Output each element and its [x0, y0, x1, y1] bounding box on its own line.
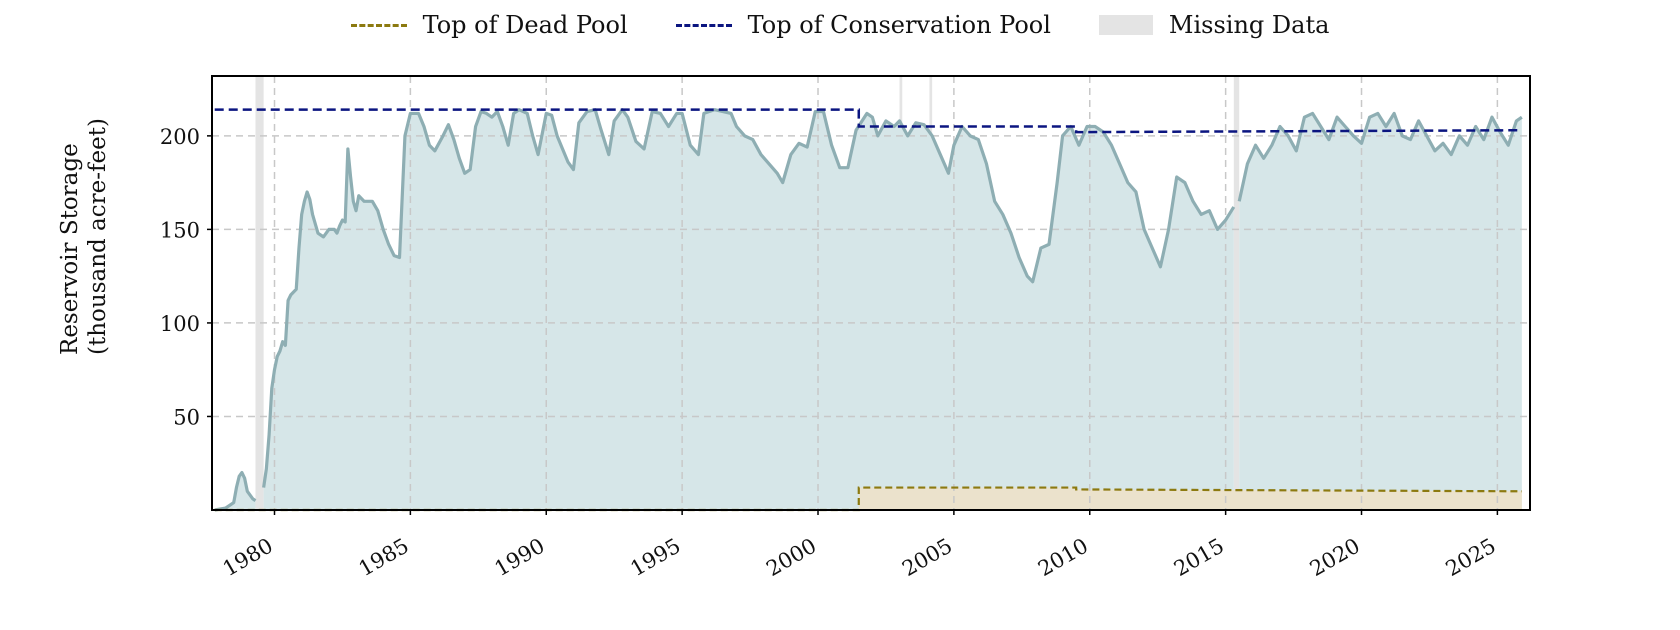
x-tick-label: 2015	[1170, 534, 1228, 582]
y-tick-label: 200	[160, 125, 200, 149]
y-tick-label: 50	[173, 405, 200, 429]
x-tick-label: 2000	[762, 534, 820, 582]
legend-label-missing-data: Missing Data	[1168, 11, 1330, 39]
legend-swatch-conservation-pool	[675, 23, 732, 27]
x-tick-label: 1980	[219, 534, 277, 582]
legend-item-missing-data: Missing Data	[1098, 11, 1330, 39]
x-tick-label: 2010	[1034, 534, 1092, 582]
y-tick-label: 150	[160, 218, 200, 242]
legend-swatch-missing-data	[1098, 15, 1153, 35]
x-tick-label: 2020	[1306, 534, 1364, 582]
y-tick-label: 100	[160, 312, 200, 336]
conservation-pool-line	[214, 108, 1522, 134]
storage-area-fill	[1239, 113, 1522, 511]
storage-area-fill	[263, 109, 1234, 510]
legend: Top of Dead Pool Top of Conservation Poo…	[0, 8, 1680, 42]
dead-pool-line	[214, 486, 1522, 512]
x-tick-label: 1985	[355, 534, 413, 582]
legend-item-dead-pool: Top of Dead Pool	[350, 11, 628, 39]
legend-label-conservation-pool: Top of Conservation Pool	[747, 11, 1051, 39]
dead-pool-fill	[214, 487, 1522, 510]
legend-swatch-dead-pool	[350, 23, 407, 27]
missing-data-band	[255, 76, 264, 510]
legend-label-dead-pool: Top of Dead Pool	[422, 11, 628, 39]
storage-series-line	[214, 470, 257, 512]
x-tick-label: 2005	[898, 534, 956, 582]
legend-item-conservation-pool: Top of Conservation Pool	[675, 11, 1051, 39]
x-tick-label: 2025	[1442, 534, 1500, 582]
x-tick-label: 1995	[626, 534, 684, 582]
storage-series-line	[1237, 111, 1523, 202]
missing-data-band	[1233, 76, 1240, 510]
storage-series-line	[262, 108, 1236, 488]
plot-frame	[211, 75, 1531, 511]
x-tick-label: 1990	[490, 534, 548, 582]
